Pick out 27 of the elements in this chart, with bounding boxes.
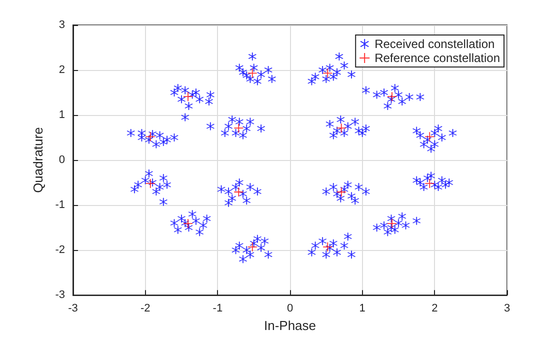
point — [425, 132, 434, 142]
x-tick-label: 3 — [504, 302, 510, 315]
x-tick-label: -2 — [140, 302, 150, 315]
x-tick-label: -1 — [212, 302, 223, 315]
y-axis-title: Quadrature — [30, 127, 46, 193]
x-tick-label: 0 — [286, 302, 294, 315]
x-tick-label: -3 — [68, 302, 78, 315]
point — [146, 132, 155, 142]
point — [248, 242, 257, 252]
point — [387, 92, 396, 102]
point — [323, 242, 332, 252]
y-tick-label: 0 — [58, 154, 65, 166]
y-tick-label: 2 — [58, 64, 65, 76]
point — [146, 178, 155, 188]
y-tick-label: -3 — [55, 289, 65, 302]
legend-label: Received constellation — [374, 37, 495, 51]
point — [323, 68, 332, 78]
x-tick-label: 1 — [359, 302, 366, 315]
x-tick-label: 2 — [432, 302, 438, 315]
y-tick-label: 1 — [58, 109, 65, 122]
legend-label: Reference constellation — [374, 51, 500, 65]
point — [248, 68, 257, 78]
x-axis-title: In-Phase — [264, 318, 316, 333]
y-tick-label: -1 — [55, 199, 65, 212]
y-tick-label: 3 — [58, 19, 65, 31]
point — [234, 124, 244, 133]
y-tick-label: -2 — [55, 244, 65, 256]
